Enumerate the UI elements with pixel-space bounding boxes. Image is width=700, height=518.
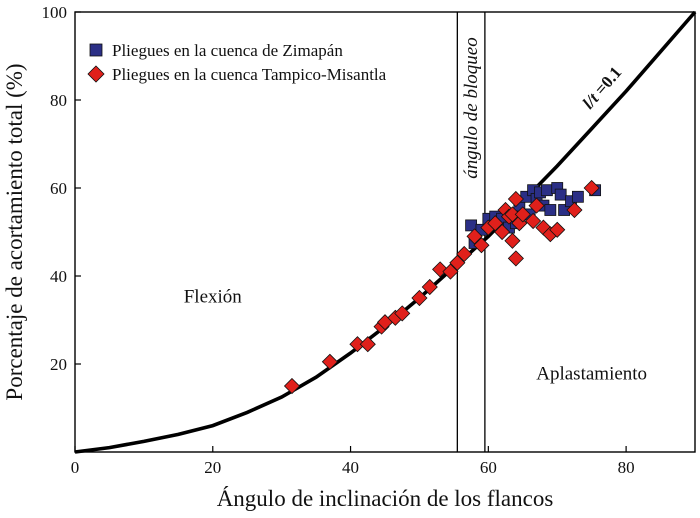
point-tampico: [528, 197, 545, 214]
point-tampico: [442, 263, 459, 280]
x-tick-label: 20: [204, 458, 221, 477]
point-tampico: [487, 215, 504, 232]
x-tick-label: 60: [480, 458, 497, 477]
point-tampico: [566, 201, 583, 219]
y-tick-label: 80: [50, 91, 67, 110]
point-tampico: [583, 179, 600, 197]
legend-marker-square: [89, 43, 103, 57]
x-tick-label: 0: [71, 458, 80, 477]
x-tick-label: 40: [342, 458, 359, 477]
region-label: Aplastamiento: [536, 363, 647, 384]
point-zimapan: [540, 184, 553, 197]
legend: Pliegues en la cuenca de Zimapán Pliegues…: [87, 41, 387, 84]
blocking-angle-label: ángulo de bloqueo: [461, 37, 482, 178]
data-points: [283, 179, 602, 395]
point-tampico: [507, 190, 524, 208]
curve-label: l/t =0.1: [579, 63, 626, 113]
point-tampico: [394, 305, 411, 322]
y-tick-label: 60: [50, 179, 67, 198]
region-label: Flexión: [184, 286, 243, 307]
point-tampico: [525, 212, 542, 230]
point-tampico: [421, 278, 438, 296]
point-tampico: [494, 223, 511, 241]
point-zimapan: [544, 204, 557, 216]
point-tampico: [514, 206, 531, 223]
point-tampico: [359, 336, 376, 353]
y-tick-label: 100: [42, 3, 68, 22]
tick-labels: 0 20 40 60 80 20 40 60 80 100: [42, 3, 635, 477]
point-tampico: [507, 250, 524, 267]
point-tampico: [456, 245, 473, 263]
point-tampico: [504, 232, 521, 249]
y-axis-label: Porcentaje de acortamiento total (%): [2, 63, 27, 400]
point-tampico: [473, 237, 490, 254]
point-tampico: [449, 254, 466, 271]
legend-label: Pliegues en la cuenca Tampico-Misantla: [112, 65, 387, 84]
x-tick-label: 80: [618, 458, 635, 477]
point-tampico: [432, 261, 449, 278]
axis-ticks: [74, 11, 627, 452]
legend-marker-diamond: [87, 65, 105, 83]
point-tampico: [411, 289, 428, 307]
point-zimapan: [571, 190, 584, 203]
point-tampico: [549, 221, 566, 238]
y-tick-label: 20: [50, 355, 67, 374]
point-zimapan: [554, 188, 567, 201]
point-tampico: [321, 353, 338, 370]
x-axis-label: Ángulo de inclinación de los flancos: [217, 486, 554, 511]
point-tampico: [466, 228, 483, 245]
point-tampico: [283, 377, 301, 395]
legend-label: Pliegues en la cuenca de Zimapán: [112, 41, 343, 60]
y-tick-label: 40: [50, 267, 67, 286]
region-labels: Flexión Aplastamiento: [184, 286, 647, 384]
plot-frame: [74, 11, 696, 453]
